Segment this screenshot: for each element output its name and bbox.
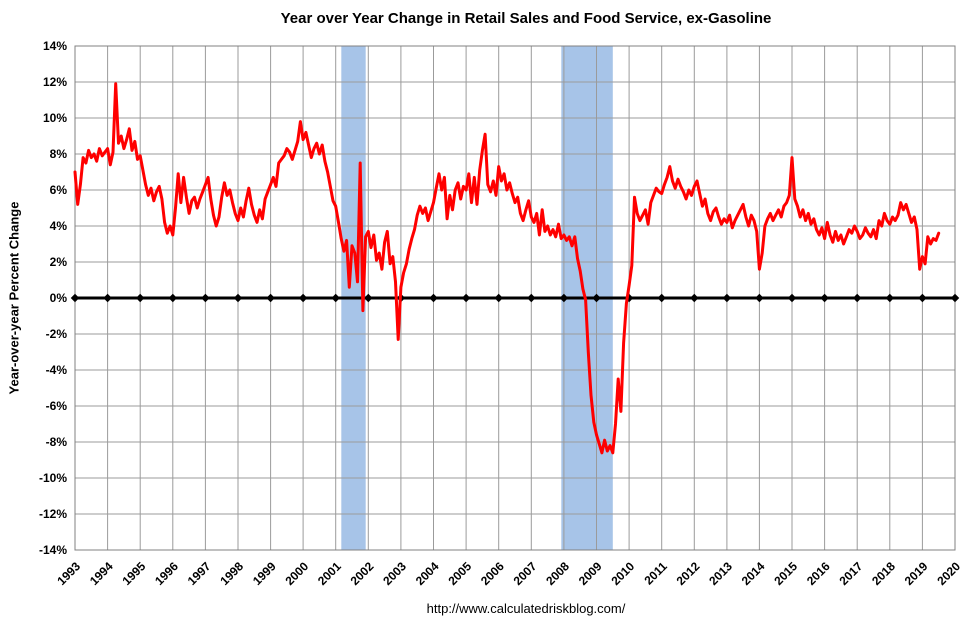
y-tick-label: -12% (39, 507, 67, 521)
x-tick-label: 2014 (739, 559, 768, 588)
x-tick-label: 1999 (250, 559, 279, 588)
zero-line-marker (70, 293, 80, 303)
y-tick-label: -8% (46, 435, 68, 449)
zero-line-marker (135, 293, 145, 303)
zero-line-marker (233, 293, 243, 303)
y-tick-label: -4% (46, 363, 68, 377)
y-tick-label: 0% (50, 291, 68, 305)
x-tick-label: 2009 (576, 559, 605, 588)
x-tick-label: 2018 (869, 559, 898, 588)
x-tick-label: 2007 (511, 559, 540, 588)
x-tick-label: 1995 (120, 559, 149, 588)
x-tick-label: 2003 (380, 559, 409, 588)
source-url: http://www.calculatedriskblog.com/ (426, 601, 626, 616)
x-tick-label: 2011 (642, 559, 671, 588)
x-tick-label: 1996 (152, 559, 181, 588)
y-tick-label: -14% (39, 543, 67, 557)
zero-line-marker (722, 293, 732, 303)
zero-line-marker (852, 293, 862, 303)
zero-line-marker (918, 293, 927, 303)
x-tick-label: 2010 (608, 559, 637, 588)
zero-line-marker (266, 293, 275, 303)
x-tick-label: 2006 (478, 559, 507, 588)
x-tick-label: 2016 (804, 559, 833, 588)
zero-line-marker (690, 293, 699, 303)
zero-line-marker (331, 293, 340, 303)
y-tick-label: 4% (50, 219, 68, 233)
zero-line-marker (527, 293, 536, 303)
x-tick-label: 1994 (87, 559, 116, 588)
x-tick-label: 2005 (445, 559, 474, 588)
zero-line-marker (429, 293, 438, 303)
zero-line-marker (950, 293, 960, 303)
y-tick-label: -6% (46, 399, 68, 413)
y-tick-label: 6% (50, 183, 68, 197)
zero-line-marker (461, 293, 471, 303)
y-axis-title: Year-over-year Percent Change (6, 201, 22, 395)
zero-line-marker (103, 293, 112, 303)
y-tick-label: -10% (39, 471, 67, 485)
zero-line-marker (364, 293, 373, 303)
x-tick-label: 2000 (282, 559, 311, 588)
zero-line-marker (201, 293, 210, 303)
zero-line-marker (885, 293, 895, 303)
y-tick-label: 10% (43, 111, 67, 125)
zero-line-marker (657, 293, 666, 303)
x-tick-label: 1998 (217, 559, 246, 588)
y-tick-label: 14% (43, 39, 67, 53)
x-tick-label: 2017 (837, 559, 866, 588)
x-tick-label: 2015 (771, 559, 800, 588)
x-tick-label: 2002 (348, 559, 377, 588)
data-line (73, 82, 941, 455)
x-tick-label: 1997 (185, 559, 214, 588)
y-tick-label: 12% (43, 75, 67, 89)
zero-line-marker (494, 293, 503, 303)
zero-line-marker (168, 293, 178, 303)
y-tick-label: 2% (50, 255, 68, 269)
x-tick-label: 2020 (934, 559, 963, 588)
x-tick-label: 2008 (543, 559, 572, 588)
zero-line-marker (787, 293, 797, 303)
y-tick-label: 8% (50, 147, 68, 161)
zero-line-marker (592, 293, 601, 303)
x-tick-label: 2004 (413, 559, 442, 588)
chart-title: Year over Year Change in Retail Sales an… (280, 10, 772, 27)
zero-line-marker (755, 293, 764, 303)
x-tick-label: 2013 (706, 559, 735, 588)
zero-line-marker (298, 293, 308, 303)
x-tick-label: 2019 (902, 559, 931, 588)
y-tick-label: -2% (46, 327, 68, 341)
x-tick-label: 1993 (54, 559, 83, 588)
zero-line-marker (559, 293, 569, 303)
x-tick-label: 2012 (674, 559, 703, 588)
x-tick-label: 2001 (315, 559, 344, 588)
zero-line-marker (820, 293, 829, 303)
